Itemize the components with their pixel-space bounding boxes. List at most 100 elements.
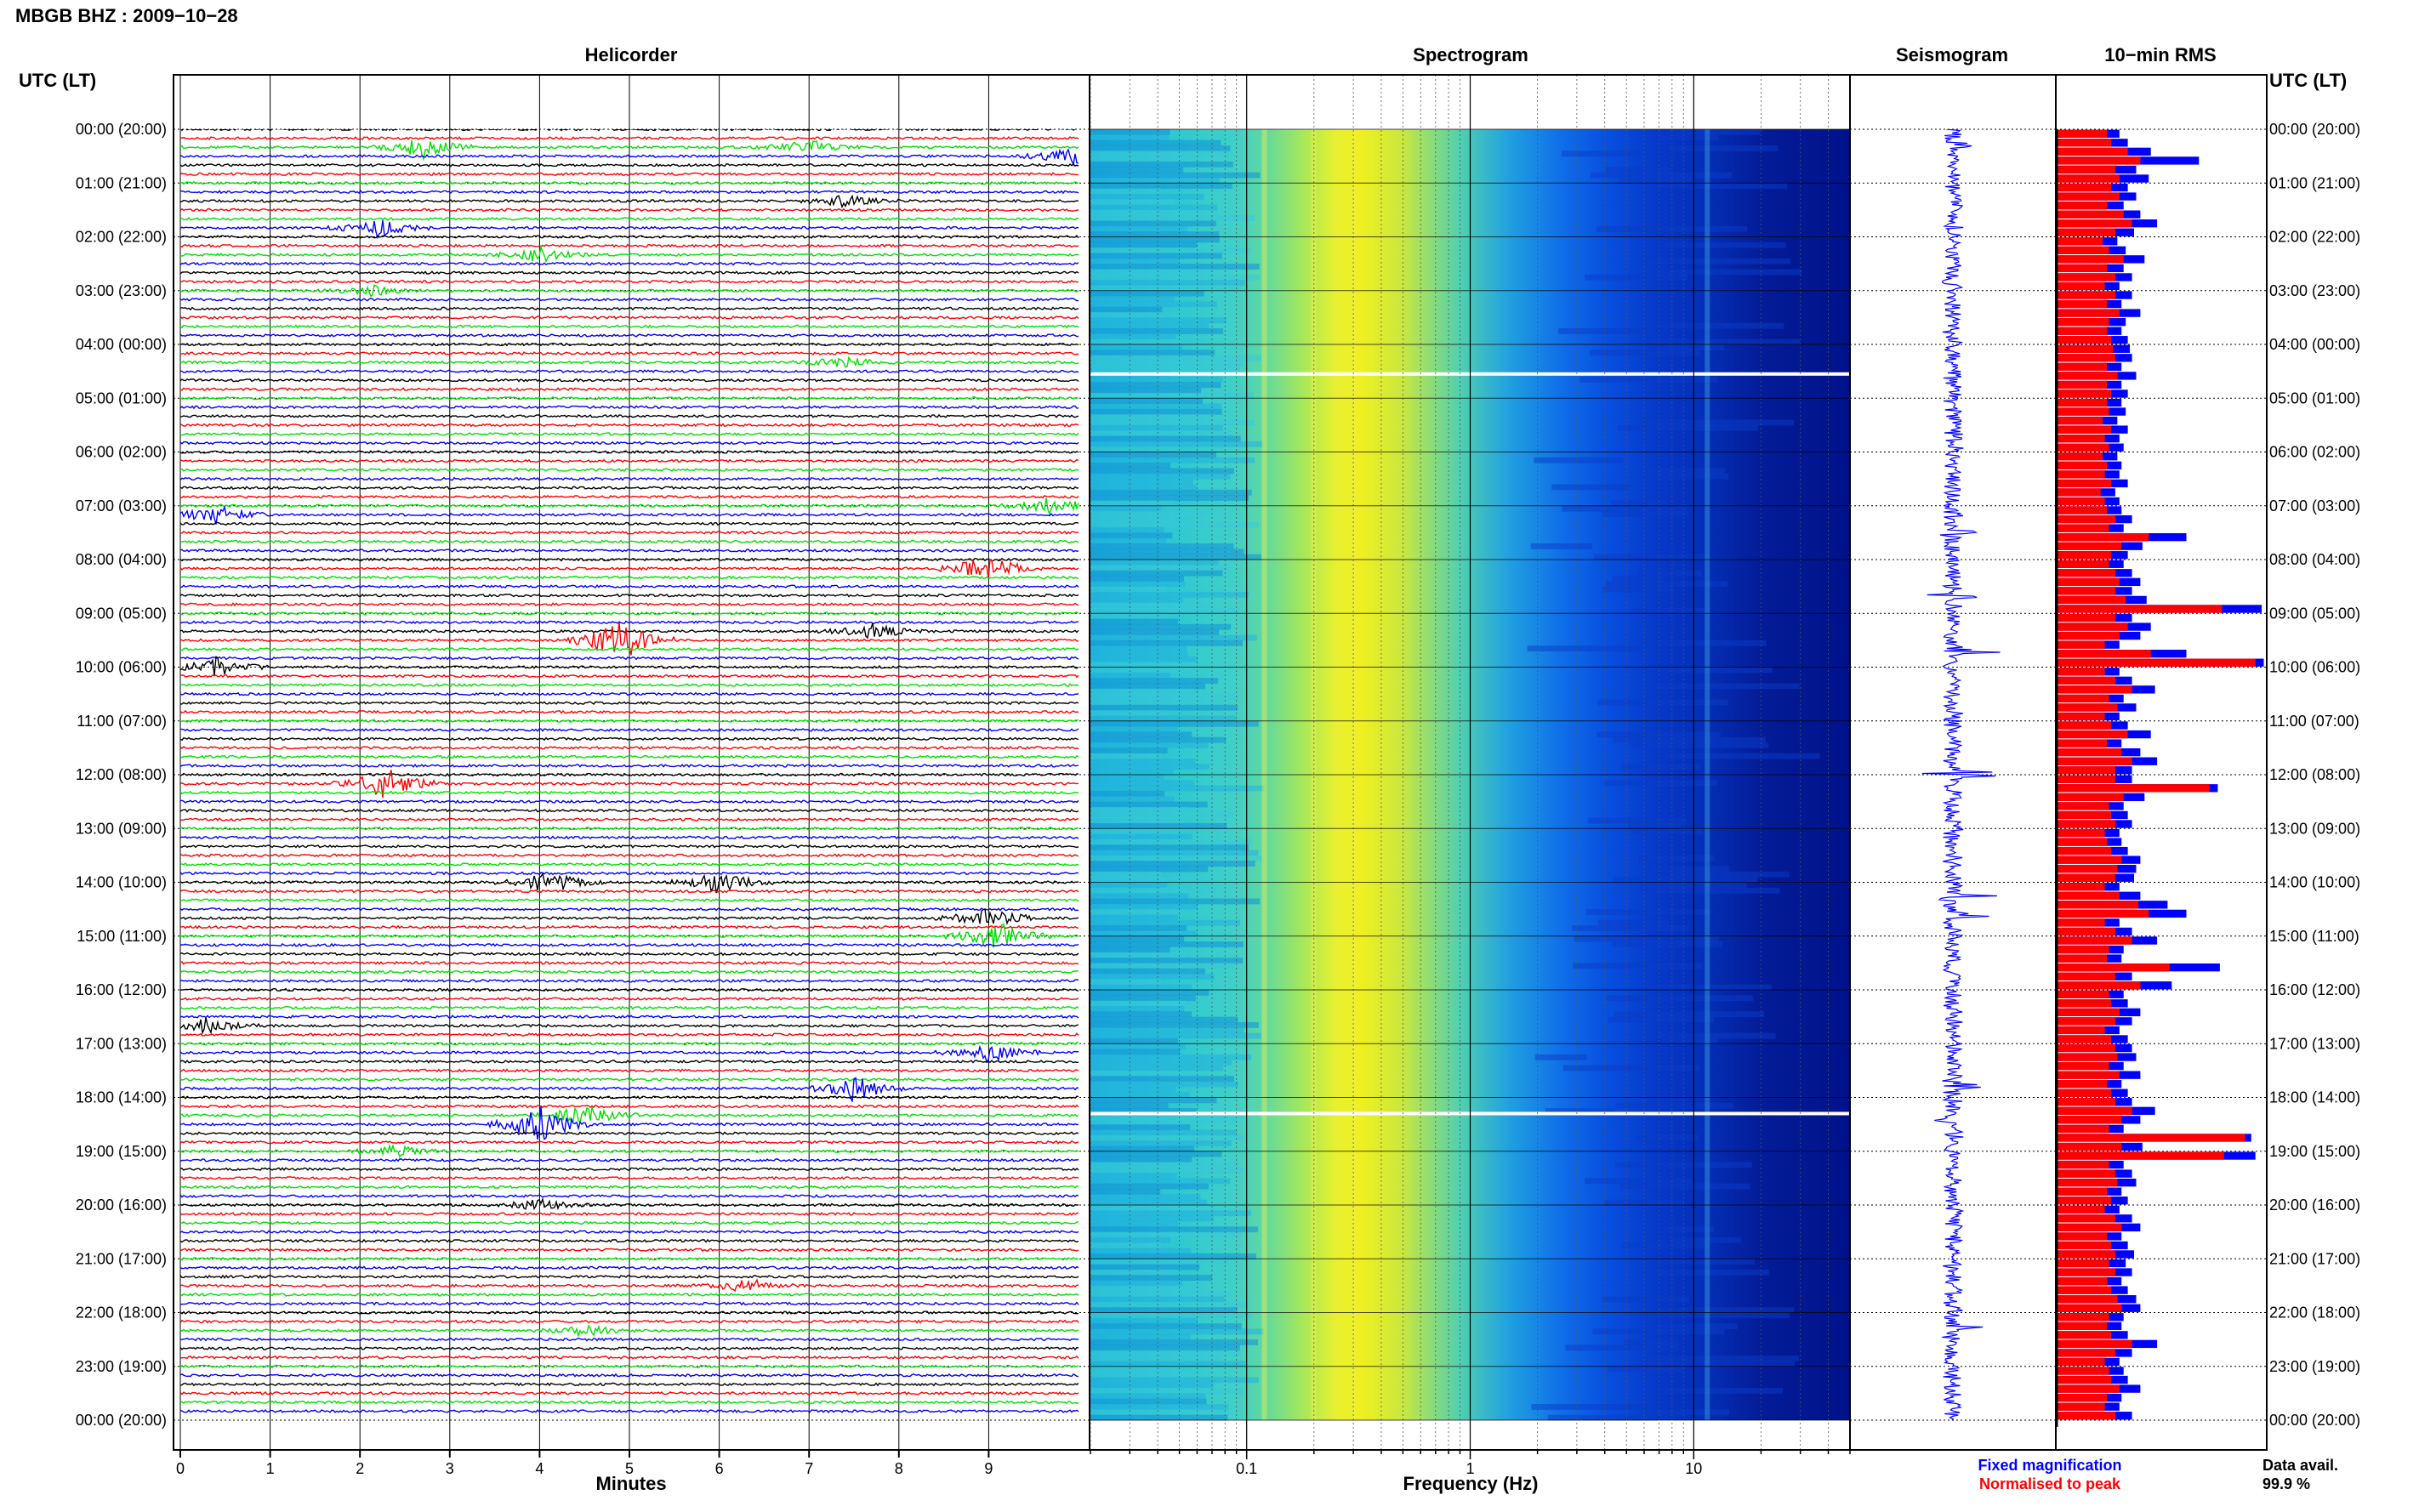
time-label-right: 12:00 (08:00) — [2269, 766, 2360, 783]
spectrogram-texture-row — [1090, 1350, 1241, 1356]
spectrogram-texture-row — [1639, 984, 1772, 991]
helicorder-trace-row — [179, 1005, 1079, 1010]
spectrogram-texture-row — [1585, 1178, 1693, 1185]
helicorder-trace-row — [179, 458, 1079, 463]
spectrogram-texture-row — [1090, 1280, 1182, 1287]
time-label-left: 12:00 (08:00) — [76, 766, 167, 783]
helicorder-trace-row — [179, 1017, 1079, 1035]
helicorder-trace-row — [179, 194, 1079, 209]
spectrogram-texture-row — [1090, 877, 1211, 883]
helicorder-trace-row — [179, 969, 1079, 975]
spectrogram-texture-row — [1090, 484, 1197, 491]
spectrogram-texture-row — [1602, 511, 1689, 517]
helicorder-trace-row — [179, 559, 1079, 578]
helicorder-trace-row — [179, 413, 1079, 418]
helicorder-panel-title: Helicorder — [585, 44, 678, 65]
spectrogram-texture-row — [1090, 1189, 1161, 1195]
spectrogram-texture-row — [1652, 866, 1729, 873]
spectrogram-texture-row — [1090, 1377, 1259, 1384]
rms-bar-normalised — [2057, 1357, 2105, 1367]
spectrogram-texture-row — [1090, 225, 1187, 232]
helicorder-trace-row — [179, 431, 1079, 436]
helicorder-trace-row — [179, 387, 1079, 392]
rms-bar-normalised — [2057, 1035, 2111, 1043]
spectrogram-texture-row — [1090, 1269, 1176, 1276]
spectrogram-texture-row — [1090, 1134, 1245, 1141]
rms-bar-normalised — [2057, 344, 2114, 353]
spectrogram-texture-row — [1090, 893, 1189, 899]
helicorder-trace-row — [179, 1323, 1079, 1339]
time-label-left: 05:00 (01:00) — [76, 389, 167, 406]
helicorder-trace-row — [179, 611, 1079, 616]
rms-bar-normalised — [2057, 775, 2115, 783]
spectrogram-texture-row — [1643, 1361, 1796, 1367]
rms-bar-normalised — [2057, 461, 2108, 469]
rms-bar-normalised — [2057, 838, 2108, 846]
spectrogram-texture-row — [1624, 1339, 1679, 1345]
spectrogram-texture-row — [1090, 903, 1198, 910]
spectrogram-texture-row — [1090, 984, 1192, 991]
spectrogram-texture-row — [1637, 570, 1702, 577]
spectrogram-texture-row — [1534, 457, 1624, 463]
time-label-left: 21:00 (17:00) — [76, 1250, 167, 1267]
rms-bar-normalised — [2057, 514, 2115, 524]
spectrogram-texture-row — [1662, 1037, 1718, 1044]
spectrogram-texture-row — [1090, 414, 1213, 421]
rms-bar-normalised — [2057, 147, 2128, 156]
spectrogram-grid — [1090, 75, 1851, 1459]
spectrogram-texture-row — [1090, 511, 1210, 517]
spectrogram-texture-row — [1090, 1393, 1206, 1400]
spectrogram-texture-row — [1090, 220, 1216, 227]
rms-bar-normalised — [2057, 1197, 2111, 1205]
spectrogram-texture-row — [1090, 602, 1213, 609]
spectrogram-texture-row — [1090, 817, 1183, 824]
rms-bar-normalised — [2057, 1259, 2109, 1268]
helicorder-trace-row — [179, 1337, 1079, 1342]
helicorder-x-ticks: 0 1 2 3 4 5 6 7 8 9 — [176, 1450, 993, 1477]
spectrogram-texture-row — [1621, 1242, 1710, 1249]
helicorder-trace-row — [179, 674, 1079, 679]
helicorder-trace-row — [179, 1167, 1079, 1172]
rms-bar-normalised — [2057, 865, 2118, 873]
rms-bar-normalised — [2057, 362, 2108, 372]
rms-bar-normalised — [2057, 281, 2105, 291]
spectrogram-texture-row — [1090, 424, 1223, 431]
spectrogram-texture-row — [1090, 866, 1209, 873]
spectrogram-texture-row — [1602, 586, 1674, 593]
rms-bar-normalised — [2057, 757, 2132, 765]
helicorder-trace-row — [179, 584, 1079, 589]
rms-bar-normalised — [2057, 1214, 2115, 1223]
helicorder-trace-row — [179, 369, 1079, 373]
spectrogram-texture-row — [1588, 817, 1687, 824]
rms-bar-normalised — [2057, 990, 2109, 998]
spectrogram-texture-row — [1607, 995, 1754, 1002]
spectrogram-texture-row — [1090, 1108, 1197, 1114]
rms-bar-normalised — [2057, 587, 2115, 595]
figure-title: MBGB BHZ : 2009−10−28 — [15, 5, 238, 26]
spectrogram-texture-row — [1090, 1328, 1264, 1335]
rms-bar-normalised — [2057, 972, 2115, 981]
spectrogram-texture-row — [1090, 1259, 1229, 1265]
rms-bar-normalised — [2057, 1331, 2111, 1339]
spectrogram-texture-row — [1090, 560, 1219, 566]
spectrogram-texture-row — [1090, 382, 1221, 389]
spectrogram-tick-label: 10 — [1685, 1460, 1702, 1477]
rms-bar-normalised — [2057, 810, 2111, 820]
rms-bar-normalised — [2057, 846, 2111, 855]
spectrogram-texture-row — [1090, 527, 1164, 533]
helicorder-trace-row — [179, 736, 1079, 742]
spectrogram-texture-row — [1090, 887, 1215, 894]
helicorder-tick-label: 4 — [535, 1460, 544, 1477]
helicorder-trace-row — [179, 139, 1079, 162]
rms-bar-normalised — [2057, 1160, 2109, 1169]
spectrogram-texture-row — [1090, 532, 1173, 539]
spectrogram-texture-row — [1090, 463, 1171, 469]
seismogram-trace — [1921, 129, 2001, 1420]
rms-bar-normalised — [2057, 999, 2111, 1008]
helicorder-trace-row — [180, 979, 1079, 983]
spectrogram-texture-row — [1090, 392, 1255, 399]
spectrogram-texture-row — [1090, 974, 1215, 980]
helicorder-trace-row — [179, 871, 1079, 876]
utc-label-left: UTC (LT) — [19, 70, 96, 91]
